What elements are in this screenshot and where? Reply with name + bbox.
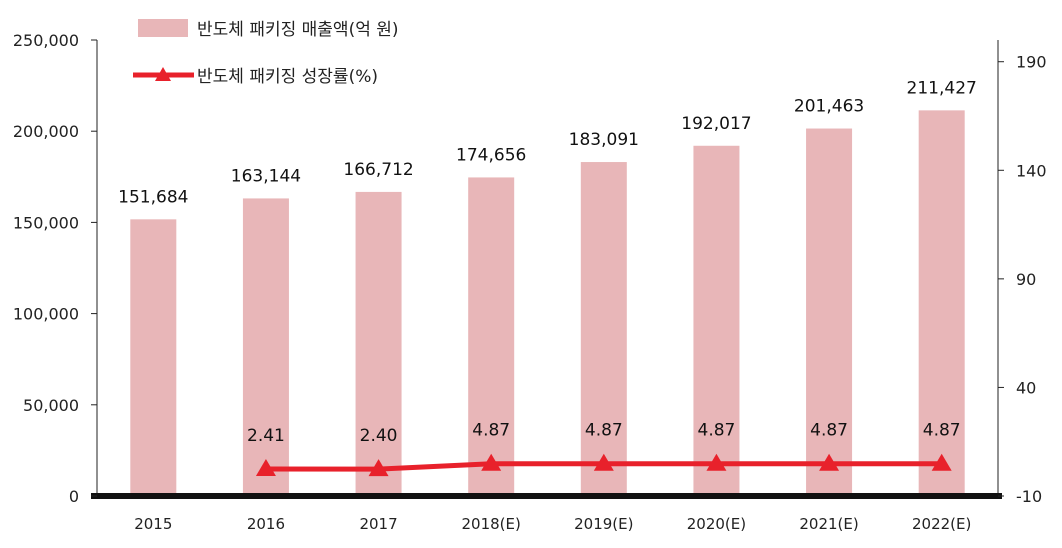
labels-layer: 151,684 163,144 166,712 174,656 183,091 192,0… (118, 78, 977, 446)
bar-data-label: 174,656 (456, 145, 526, 165)
growth-marker (706, 453, 727, 471)
x-tick-label: 2019(E) (574, 515, 633, 533)
growth-marker (481, 453, 502, 471)
left-tick-label: 50,000 (23, 396, 79, 415)
x-tick-label: 2020(E) (687, 515, 746, 533)
bar (918, 110, 965, 497)
growth-marker (593, 453, 614, 471)
right-tick-label: 140 (1016, 161, 1047, 180)
growth-marker (819, 453, 840, 471)
line-data-label: 4.87 (472, 421, 510, 441)
bar-data-label: 166,712 (343, 160, 413, 180)
bar (355, 191, 402, 497)
bar (693, 145, 740, 496)
left-tick-label: 200,000 (13, 122, 79, 141)
right-tick-label: -10 (1016, 487, 1042, 506)
growth-marker (255, 459, 276, 477)
legend-bar-swatch (138, 19, 188, 37)
growth-marker (368, 459, 389, 477)
legend-bar-label: 반도체 패키징 매출액(억 원) (197, 20, 399, 40)
x-tick-label: 2017 (359, 515, 397, 533)
bar-data-label: 211,427 (907, 78, 977, 98)
left-tick-label: 0 (69, 487, 79, 506)
line-layer (255, 453, 952, 477)
bar (242, 198, 289, 496)
x-tick-label: 2015 (134, 515, 172, 533)
left-tick-label: 250,000 (13, 31, 79, 50)
bars-layer (130, 110, 965, 497)
bar (468, 177, 515, 496)
bar-data-label: 201,463 (794, 97, 864, 117)
line-data-label: 2.40 (360, 426, 398, 446)
x-tick-label: 2022(E) (912, 515, 971, 533)
x-tick-label: 2021(E) (799, 515, 858, 533)
x-tick-label: 2018(E) (462, 515, 521, 533)
bar-data-label: 183,091 (569, 130, 639, 150)
legend-line-marker (155, 67, 171, 81)
growth-marker (931, 453, 952, 471)
line-data-label: 4.87 (923, 421, 961, 441)
bar (580, 162, 627, 496)
right-tick-label: 40 (1016, 378, 1036, 397)
line-data-label: 4.87 (698, 421, 736, 441)
bar (806, 128, 853, 496)
right-tick-label: 90 (1016, 270, 1036, 289)
x-tick-label: 2016 (247, 515, 285, 533)
line-data-label: 4.87 (810, 421, 848, 441)
bar-data-label: 151,684 (118, 187, 188, 207)
bar-data-label: 192,017 (681, 114, 751, 134)
legend-line-label: 반도체 패키징 성장률(%) (197, 67, 378, 87)
right-tick-label: 190 (1016, 53, 1047, 72)
bar (130, 219, 177, 497)
left-tick-label: 100,000 (13, 305, 79, 324)
line-data-label: 4.87 (585, 421, 623, 441)
bar-data-label: 163,144 (231, 166, 301, 186)
line-data-label: 2.41 (247, 426, 285, 446)
axes-layer: 0 50,000 100,000 150,000 200,000 250,000 -10 40… (13, 31, 1047, 533)
legend: 반도체 패키징 매출액(억 원) 반도체 패키징 성장률(%) (133, 19, 399, 87)
left-tick-label: 150,000 (13, 213, 79, 232)
